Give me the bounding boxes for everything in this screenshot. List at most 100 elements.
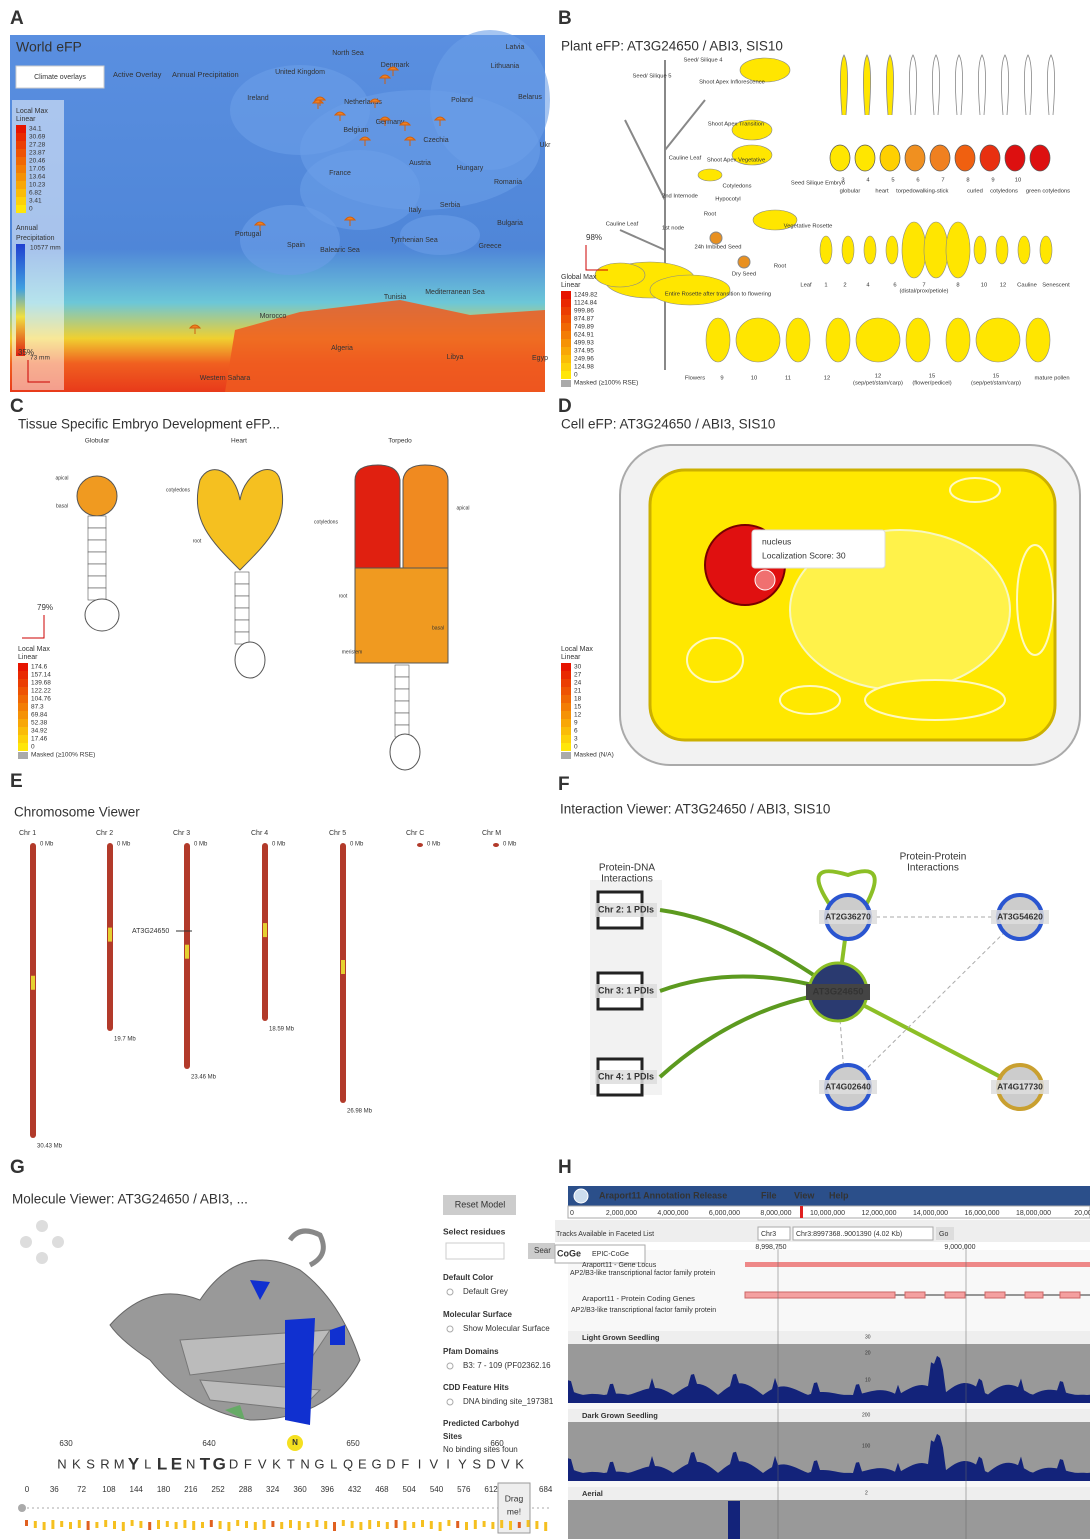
label: Interactions	[907, 863, 959, 874]
label: Bulgaria	[497, 220, 523, 227]
silique	[1001, 54, 1009, 116]
label: 14,000,000	[913, 1210, 948, 1217]
label: 216	[184, 1485, 198, 1494]
label: curled	[967, 189, 983, 195]
nav-control[interactable]	[36, 1220, 48, 1232]
label: (flower/pedicel)	[912, 381, 951, 387]
label: meristem	[342, 649, 363, 655]
label: 468	[375, 1485, 389, 1494]
input[interactable]	[445, 1242, 505, 1260]
radio[interactable]	[446, 1325, 454, 1333]
label: 174.6	[31, 664, 48, 671]
label: Seed/ Silique 4	[684, 58, 724, 64]
label: basal	[56, 503, 68, 509]
label[interactable]: File	[761, 1190, 777, 1200]
label: Aerial	[582, 1489, 603, 1498]
embryo-torpedo-cot	[354, 464, 401, 571]
label: 0 Mb	[503, 842, 517, 848]
feature-tick	[377, 1521, 380, 1527]
label: AP2/B3-like transcriptional factor famil…	[570, 1270, 715, 1277]
legend-swatch	[561, 339, 571, 347]
suspensor-cell	[234, 619, 250, 633]
slider-knob[interactable]	[18, 1504, 26, 1512]
label: Show Molecular Surface	[463, 1324, 550, 1333]
label: Cotyledons	[722, 184, 751, 190]
node-label-bg	[595, 984, 657, 998]
select[interactable]	[757, 1226, 791, 1241]
label: 18,000,000	[1016, 1210, 1051, 1217]
label: Y	[128, 1454, 140, 1473]
leaf	[923, 221, 949, 279]
exon	[944, 1291, 966, 1299]
label: 0 Mb	[194, 842, 208, 848]
label: Belarus	[518, 94, 542, 101]
label: 24	[574, 680, 582, 687]
legend-swatch	[18, 727, 28, 735]
legend-swatch	[561, 315, 571, 323]
feature-tick	[482, 1521, 486, 1527]
feature-tick	[218, 1521, 222, 1529]
feature-tick	[271, 1521, 275, 1527]
sample-marker	[403, 136, 417, 146]
legend-swatch	[561, 695, 571, 703]
feature-tick	[253, 1522, 257, 1530]
feature-tick	[297, 1521, 301, 1530]
suspensor-cell	[234, 583, 250, 597]
feature-tick	[491, 1522, 495, 1529]
radio[interactable]	[446, 1362, 454, 1370]
label: C	[10, 396, 24, 417]
tissue	[731, 119, 773, 141]
label: 104.76	[31, 696, 51, 703]
label: cotyledons	[990, 189, 1018, 195]
label: 6,000,000	[709, 1210, 740, 1217]
label: Netherlands	[344, 99, 382, 106]
exon	[904, 1291, 926, 1299]
label: 0 Mb	[40, 842, 54, 848]
suspensor-cell	[234, 595, 250, 609]
label: 324	[266, 1485, 280, 1494]
seed	[1004, 144, 1026, 172]
label: AT2G36270	[825, 911, 871, 921]
label: 0 Mb	[117, 842, 131, 848]
label: 2	[843, 283, 846, 289]
label: Portugal	[235, 231, 262, 238]
button[interactable]	[528, 1243, 555, 1259]
label: Chr 1	[19, 830, 36, 837]
centromere	[263, 923, 267, 938]
scale-marker	[585, 245, 608, 271]
feature-tick	[201, 1522, 204, 1528]
legend-swatch	[561, 719, 571, 727]
input[interactable]	[792, 1226, 934, 1241]
label: Egyp	[532, 355, 548, 362]
legend-swatch	[561, 299, 571, 307]
nav-control[interactable]	[52, 1236, 64, 1248]
label: 12	[875, 374, 881, 380]
label[interactable]: Help	[829, 1190, 849, 1200]
label: apical	[456, 505, 469, 511]
button[interactable]	[936, 1227, 954, 1240]
leaf	[841, 235, 855, 265]
leaf	[885, 235, 899, 265]
label: Belgium	[343, 127, 368, 134]
button[interactable]	[443, 1195, 516, 1215]
drag-handle[interactable]	[497, 1482, 531, 1534]
label: Chr 3: 1 PDIs	[598, 985, 654, 995]
nav-control[interactable]	[20, 1236, 32, 1248]
label: AT3G24650	[132, 928, 169, 935]
legend-swatch	[18, 719, 28, 727]
button[interactable]	[15, 65, 105, 89]
label: Libya	[447, 354, 464, 361]
sample-marker	[333, 111, 347, 121]
label[interactable]: View	[794, 1190, 815, 1200]
flower	[905, 317, 931, 363]
nav-control[interactable]	[36, 1252, 48, 1264]
label: Chr 5	[329, 830, 346, 837]
label: Reset Model	[455, 1199, 506, 1209]
label: No binding sites foun	[443, 1445, 518, 1454]
label: Drag	[505, 1493, 524, 1503]
label: 2,000,000	[606, 1210, 637, 1217]
label: Ireland	[247, 95, 269, 102]
label: (sep/pet/stam/carp)	[971, 381, 1021, 387]
radio[interactable]	[446, 1288, 454, 1296]
radio[interactable]	[446, 1398, 454, 1406]
